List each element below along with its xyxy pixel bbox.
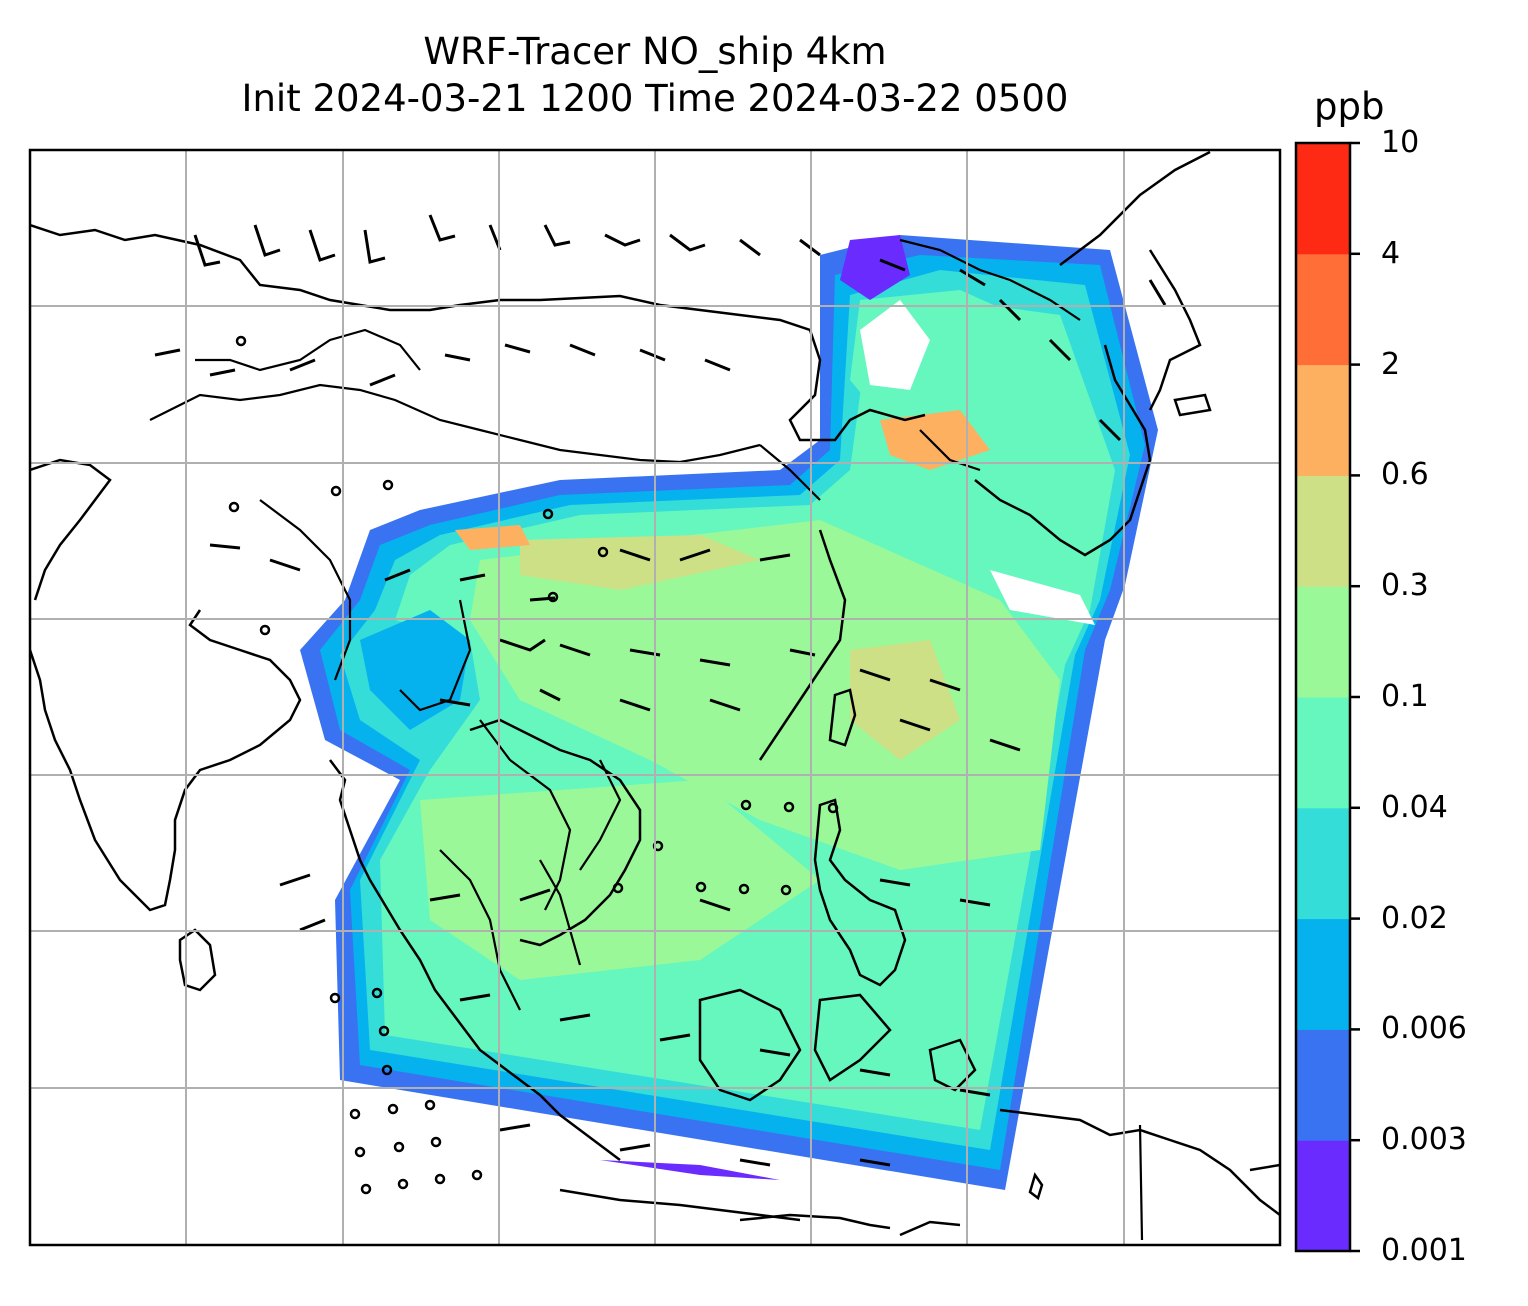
colorbar-unit: ppb (1314, 85, 1385, 128)
borders (149, 238, 1144, 1241)
colorbar-segment (1296, 1029, 1350, 1141)
colorbar-segment (1296, 1140, 1350, 1252)
colorbar-segment (1296, 364, 1350, 476)
tracer-field (300, 235, 1158, 1190)
colorbar-tick-label: 4 (1381, 235, 1401, 271)
wind-barbs (154, 214, 1167, 1167)
colorbar-tick-label: 0.3 (1381, 568, 1429, 604)
colorbar-tick-label: 0.6 (1381, 457, 1429, 493)
colorbar-tick-label: 0.04 (1381, 789, 1448, 825)
colorbar-segment (1296, 807, 1350, 920)
colorbar (1294, 141, 1360, 1253)
title-line-1: WRF-Tracer NO_ship 4km (423, 30, 887, 73)
colorbar-tick-label: 0.001 (1381, 1233, 1467, 1268)
colorbar-segment (1296, 586, 1350, 698)
coastlines (30, 150, 1280, 1237)
colorbar-segment (1296, 697, 1350, 809)
colorbar-segment (1296, 143, 1350, 255)
colorbar-tick-label: 0.006 (1381, 1011, 1467, 1047)
colorbar-segment (1296, 918, 1350, 1030)
title-line-2: Init 2024-03-21 1200 Time 2024-03-22 050… (241, 77, 1069, 120)
map-frame (28, 148, 1282, 1247)
colorbar-tick-label: 10 (1381, 125, 1420, 160)
map-area (30, 150, 1280, 1245)
colorbar-segment (1296, 253, 1350, 366)
gridlines (30, 150, 1280, 1245)
colorbar-segment (1296, 475, 1350, 587)
colorbar-tick-label: 2 (1381, 346, 1401, 382)
colorbar-tick-label: 0.1 (1381, 679, 1429, 714)
colorbar-tick-label: 0.003 (1381, 1122, 1467, 1158)
colorbar-tick-label: 0.02 (1381, 900, 1448, 936)
map-title: WRF-Tracer NO_ship 4km Init 2024-03-21 1… (30, 28, 1280, 122)
